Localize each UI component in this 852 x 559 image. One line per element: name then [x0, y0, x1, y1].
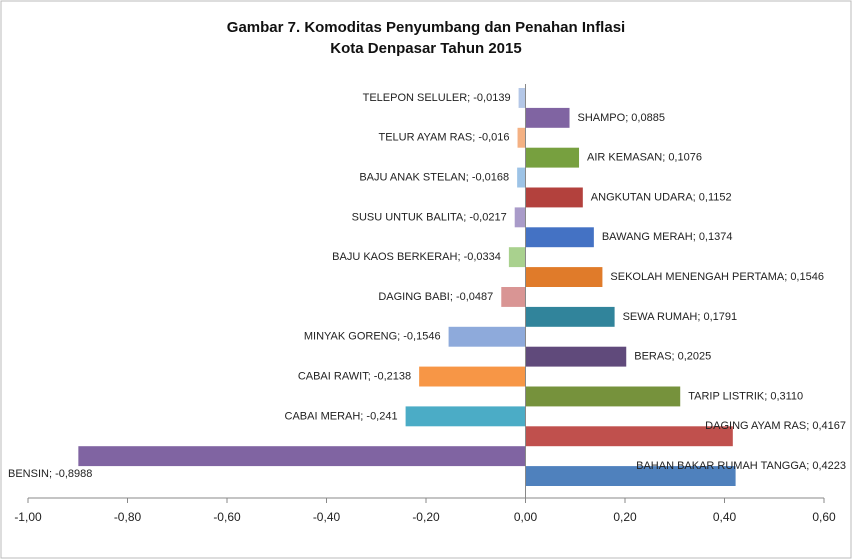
x-tick-label: 0,20: [613, 510, 637, 524]
data-label: SUSU UNTUK BALITA; -0,0217: [352, 211, 507, 223]
x-tick-label: -0,60: [213, 510, 241, 524]
x-tick-label: -0,40: [313, 510, 341, 524]
x-tick-label: 0,40: [713, 510, 737, 524]
data-label: CABAI MERAH; -0,241: [285, 410, 398, 422]
data-label: AIR KEMASAN; 0,1076: [587, 152, 702, 164]
x-tick-label: 0,00: [514, 510, 538, 524]
data-label: SHAMPO; 0,0885: [578, 112, 665, 124]
data-label: MINYAK GORENG; -0,1546: [304, 331, 441, 343]
bar: [525, 386, 681, 407]
bar: [525, 107, 570, 128]
data-label: DAGING AYAM RAS; 0,4167: [705, 420, 846, 432]
data-label: CABAI RAWIT; -0,2138: [298, 370, 411, 382]
bar: [78, 446, 526, 467]
data-label: SEWA RUMAH; 0,1791: [623, 311, 738, 323]
data-label: DAGING BABI; -0,0487: [378, 291, 493, 303]
bar: [525, 466, 736, 486]
data-label: BAWANG MERAH; 0,1374: [602, 231, 733, 243]
bar: [525, 147, 580, 168]
data-label: BENSIN; -0,8988: [8, 468, 92, 480]
bar: [517, 127, 526, 148]
data-label: TELEPON SELULER; -0,0139: [363, 92, 511, 104]
x-tick-label: 0,60: [812, 510, 836, 524]
data-label: SEKOLAH MENENGAH PERTAMA; 0,1546: [610, 271, 824, 283]
data-label: BAJU KAOS BERKERAH; -0,0334: [332, 251, 501, 263]
bar: [419, 366, 526, 387]
x-tick-label: -1,00: [14, 510, 42, 524]
bar: [525, 267, 603, 287]
data-label: BAJU ANAK STELAN; -0,0168: [359, 171, 509, 183]
chart-title: Kota Denpasar Tahun 2015: [330, 40, 521, 57]
data-label: TARIP LISTRIK; 0,3110: [688, 390, 803, 402]
bar: [508, 247, 526, 268]
chart-title: Gambar 7. Komoditas Penyumbang dan Penah…: [227, 19, 625, 36]
bar: [448, 326, 526, 347]
bar: [525, 346, 627, 367]
bar: [514, 207, 526, 228]
x-tick-label: -0,20: [412, 510, 440, 524]
bar: [518, 88, 526, 108]
data-label: BAHAN BAKAR RUMAH TANGGA; 0,4223: [636, 460, 846, 472]
bar: [517, 167, 526, 188]
bar: [405, 406, 526, 427]
bar: [525, 306, 615, 327]
bar: [525, 227, 594, 248]
data-label: BERAS; 0,2025: [634, 351, 711, 363]
data-label: ANGKUTAN UDARA; 0,1152: [591, 191, 732, 203]
bar: [501, 287, 526, 307]
x-tick-label: -0,80: [114, 510, 142, 524]
data-label: TELUR AYAM RAS; -0,016: [379, 132, 510, 144]
bar: [525, 187, 583, 208]
bar: [525, 426, 733, 447]
